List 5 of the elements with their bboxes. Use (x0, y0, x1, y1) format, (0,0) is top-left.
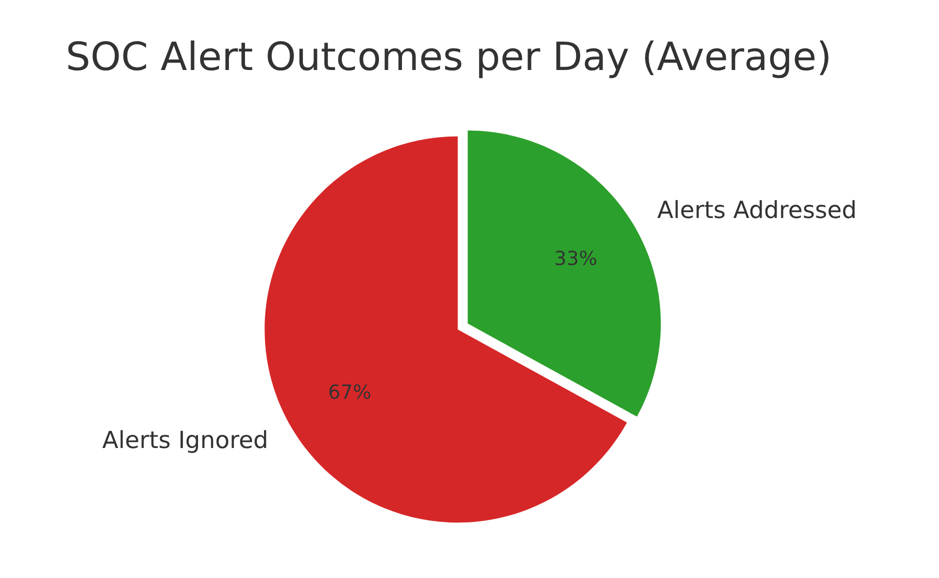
slice-label: Alerts Ignored (102, 430, 266, 453)
chart-title: SOC Alert Outcomes per Day (Average) (68, 40, 828, 78)
slice-label: Alerts Addressed (657, 200, 855, 218)
data-label: 33% (556, 250, 596, 266)
data-label: 67% (329, 384, 370, 399)
